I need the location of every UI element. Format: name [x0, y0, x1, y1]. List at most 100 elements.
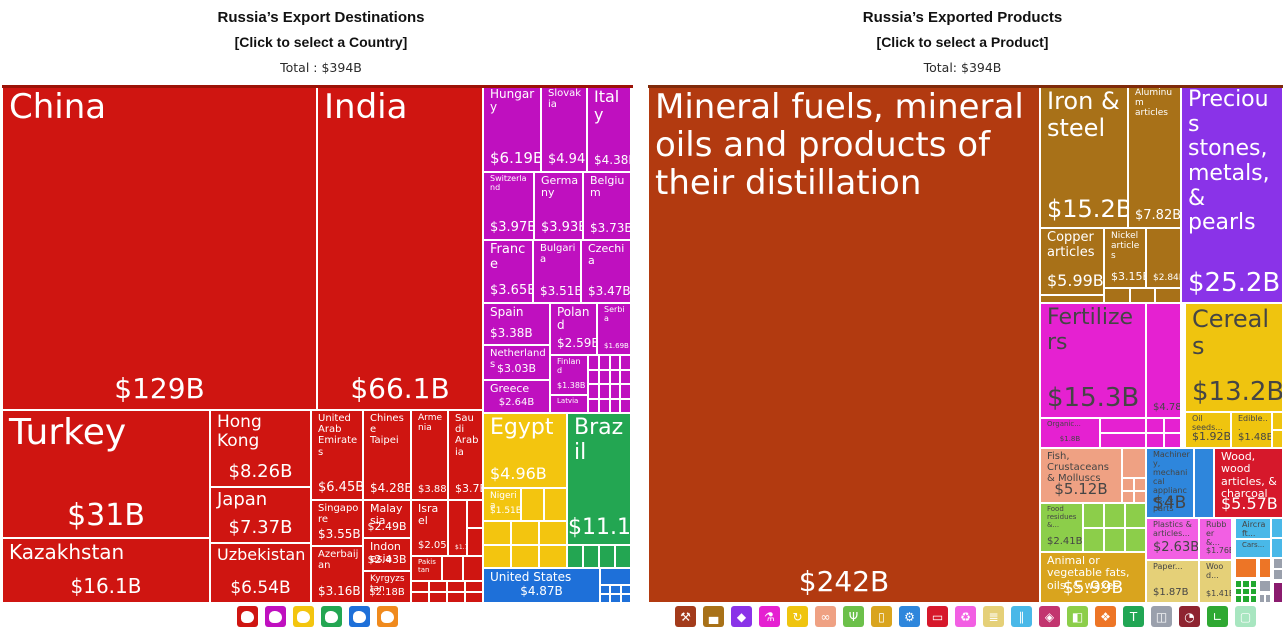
diamond-icon[interactable]: ◆	[731, 606, 752, 627]
treemap-cell-unlabeled[interactable]	[620, 594, 631, 603]
treemap-cell-aircraft[interactable]: Aircraft...	[1235, 518, 1271, 539]
treemap-cell-greece[interactable]: Greece $2.64B	[483, 380, 550, 413]
treemap-cell-unlabeled[interactable]	[1134, 478, 1146, 491]
treemap-cell-unlabeled[interactable]	[1083, 503, 1104, 528]
treemap-cell-united-states[interactable]: United States $4.87B	[483, 568, 600, 603]
tshirt-icon[interactable]: T	[1123, 606, 1144, 627]
treemap-cell-unlabeled[interactable]	[447, 592, 465, 603]
treemap-cell-unlabeled[interactable]	[620, 398, 631, 413]
pickaxe-icon[interactable]: ⚒	[675, 606, 696, 627]
treemap-cell-unlabeled[interactable]	[1040, 295, 1104, 303]
package-icon[interactable]: ◫	[1151, 606, 1172, 627]
treemap-cell-wood[interactable]: Wood... $1.41B	[1199, 560, 1232, 603]
treemap-cell-poland[interactable]: Poland $2.59B	[550, 303, 597, 355]
shoe-icon[interactable]: ∟	[1207, 606, 1228, 627]
treemap-cell-unlabeled[interactable]	[598, 384, 610, 399]
treemap-cell-unlabeled[interactable]	[442, 556, 463, 581]
treemap-cell-unlabeled[interactable]	[1100, 418, 1146, 433]
treemap-cell-unlabeled[interactable]	[1122, 490, 1134, 503]
treemap-cell-unlabeled[interactable]	[567, 545, 583, 568]
treemap-cell-unlabeled[interactable]	[411, 581, 429, 592]
treemap-cell-unlabeled[interactable]	[1146, 433, 1164, 448]
treemap-cell-unlabeled[interactable]	[615, 545, 631, 568]
treemap-cell-organic[interactable]: Organic... $1.8B	[1040, 418, 1100, 448]
treemap-cell-armenia[interactable]: Armenia $3.88B	[411, 410, 448, 500]
treemap-cell-food-residues[interactable]: Food residues &... $2.41B	[1040, 503, 1083, 552]
treemap-cell-unlabeled[interactable]	[1273, 582, 1283, 603]
treemap-cell-unlabeled[interactable]	[1272, 430, 1283, 448]
treemap-cell-czechia[interactable]: Czechia $3.47B	[581, 240, 631, 303]
africa-continent-icon[interactable]	[293, 606, 314, 627]
treemap-cell-belgium[interactable]: Belgium $3.73B	[583, 172, 631, 240]
treemap-cell-unlabeled[interactable]	[1273, 558, 1283, 569]
oceania-continent-icon[interactable]	[377, 606, 398, 627]
treemap-cell-unlabeled[interactable]	[1194, 448, 1214, 518]
treemap-cell-unlabeled[interactable]	[511, 544, 539, 568]
asia-continent-icon[interactable]	[237, 606, 258, 627]
treemap-cell-japan[interactable]: Japan $7.37B	[210, 487, 311, 543]
treemap-cell-copper-articles[interactable]: Copper articles $5.99B	[1040, 228, 1104, 295]
treemap-cell-unlabeled[interactable]	[1083, 527, 1104, 552]
treemap-cell-unlabeled[interactable]	[588, 384, 599, 399]
treemap-cell-indonesia[interactable]: Indonesia $2.43B	[363, 538, 411, 571]
treemap-cell-unlabeled[interactable]	[599, 545, 615, 568]
treemap-cell-unlabeled[interactable]	[511, 521, 539, 545]
treemap-cell-kyrgyzstan[interactable]: Kyrgyzstan $2.18B	[363, 571, 411, 603]
treemap-cell-egypt[interactable]: Egypt $4.96B	[483, 413, 567, 488]
treemap-cell-unlabeled[interactable]	[600, 594, 611, 603]
treemap-cell-saudi-arabia[interactable]: Saudi Arabia $3.7B	[448, 410, 483, 500]
treemap-cell-cereals[interactable]: Cereals $13.2B	[1185, 303, 1283, 412]
treemap-cell-unlabeled[interactable]	[483, 544, 511, 568]
treemap-cell-unlabeled[interactable]	[447, 581, 465, 592]
treemap-cell-unlabeled[interactable]	[1155, 288, 1181, 303]
treemap-cell-slovakia[interactable]: Slovakia $4.94B	[541, 85, 587, 172]
treemap-cell-unlabeled[interactable]	[465, 581, 483, 592]
treemap-cell-cars[interactable]: Cars...	[1235, 539, 1271, 558]
treemap-cell-unlabeled[interactable]	[1104, 288, 1130, 303]
treemap-cell-unlabeled[interactable]	[411, 592, 429, 603]
gear-icon[interactable]: ⚙	[899, 606, 920, 627]
treemap-cell-unlabeled[interactable]	[1249, 587, 1257, 596]
treemap-cell-unlabeled[interactable]	[598, 355, 610, 370]
treemap-cell-unlabeled[interactable]	[1272, 412, 1283, 430]
treemap-cell-unlabeled[interactable]	[609, 384, 621, 399]
treemap-cell-hungary[interactable]: Hungary $6.19B	[483, 85, 541, 172]
treemap-cell-aluminum-articles[interactable]: Aluminum articles $7.82B	[1128, 85, 1181, 228]
gem-pouch-icon[interactable]: ◈	[1039, 606, 1060, 627]
treemap-cell-israel[interactable]: Israel $2.05B	[411, 500, 448, 556]
treemap-cell-unlabeled[interactable]	[1163, 433, 1181, 448]
treemap-cell-unlabeled[interactable]	[609, 398, 621, 413]
treemap-cell-kazakhstan[interactable]: Kazakhstan $16.1B	[2, 538, 210, 603]
south-america-continent-icon[interactable]	[321, 606, 342, 627]
treemap-cell-singapore[interactable]: Singapore $3.55B	[311, 500, 363, 546]
treemap-cell-unlabeled[interactable]	[483, 521, 511, 545]
treemap-cell-unlabeled[interactable]	[539, 521, 567, 545]
treemap-cell-switzerland[interactable]: Switzerland $3.97B	[483, 172, 534, 240]
jar-icon[interactable]: ▯	[871, 606, 892, 627]
treemap-cell-bulgaria[interactable]: Bulgaria $3.51B	[533, 240, 581, 303]
treemap-cell-unlabeled[interactable]	[1242, 595, 1250, 603]
treemap-cell-unlabeled[interactable]	[620, 355, 631, 370]
treemap-cell-nigeria[interactable]: Nigeria $1.51B	[483, 488, 521, 521]
treemap-cell-unlabeled[interactable]	[1100, 433, 1146, 448]
treemap-cell-azerbaijan[interactable]: Azerbaijan $3.16B	[311, 546, 363, 603]
treemap-cell-india[interactable]: India $66.1B	[317, 85, 483, 410]
treemap-cell-unlabeled[interactable]	[1249, 580, 1257, 588]
treemap-cell-unlabeled[interactable]	[1235, 580, 1243, 588]
treemap-cell-unlabeled[interactable]	[588, 398, 599, 413]
treemap-cell-unlabeled[interactable]	[1235, 558, 1257, 578]
treemap-cell-unlabeled[interactable]	[1249, 595, 1257, 603]
treemap-cell-machinery-mechanical-appliances-parts[interactable]: Machinery, mechanical appliances, & part…	[1146, 448, 1194, 518]
treemap-cell-unlabeled[interactable]	[610, 585, 621, 594]
treemap-cell-unlabeled[interactable]	[1104, 527, 1125, 552]
treemap-cell-edible[interactable]: Edible... $1.48B	[1231, 412, 1272, 448]
pig-icon[interactable]: ∞	[815, 606, 836, 627]
treemap-cell-uzbekistan[interactable]: Uzbekistan $6.54B	[210, 543, 311, 603]
treemap-cell-unlabeled[interactable]	[1122, 448, 1146, 478]
gauge-icon[interactable]: ◔	[1179, 606, 1200, 627]
treemap-cell-hong-kong[interactable]: Hong Kong $8.26B	[210, 410, 311, 487]
treemap-cell-unlabeled[interactable]	[1242, 580, 1250, 588]
treemap-cell-unlabeled[interactable]	[620, 384, 631, 399]
treemap-cell-mineral-fuels-mineral-oils-and-products-of-their-distillation[interactable]: Mineral fuels, mineral oils and products…	[648, 85, 1040, 603]
treemap-cell-precious-stones-metals-pearls[interactable]: Precious stones, metals, & pearls $25.2B	[1181, 85, 1283, 303]
